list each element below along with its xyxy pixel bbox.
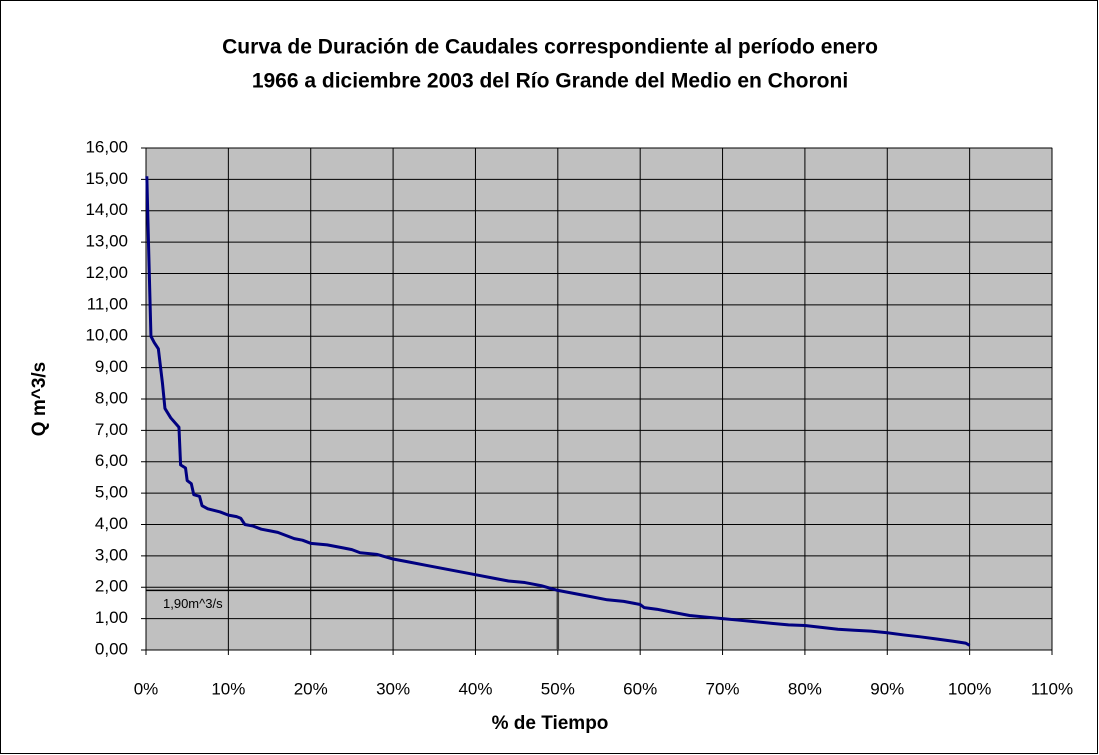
x-tick-label: 80% [788,679,822,698]
y-tick-label: 3,00 [95,545,128,564]
y-tick-label: 8,00 [95,388,128,407]
y-tick-label: 14,00 [85,200,128,219]
y-tick-label: 16,00 [85,137,128,156]
chart-title: Curva de Duración de Caudales correspond… [222,36,878,59]
x-tick-label: 70% [706,679,740,698]
y-tick-label: 13,00 [85,232,128,251]
y-tick-label: 2,00 [95,577,128,596]
x-tick-label: 20% [294,679,328,698]
y-tick-label: 11,00 [87,294,128,313]
x-tick-label: 100% [948,679,991,698]
y-tick-label: 5,00 [95,483,128,502]
annotation-label: 1,90m^3/s [163,596,223,611]
y-tick-label: 1,00 [95,608,128,627]
x-axis-title: % de Tiempo [492,713,609,734]
y-tick-label: 15,00 [85,169,128,188]
chart-title: 1966 a diciembre 2003 del Río Grande del… [252,70,848,93]
x-tick-label: 40% [458,679,492,698]
x-tick-label: 30% [376,679,410,698]
x-tick-label: 90% [870,679,904,698]
y-axis-title: Q m^3/s [29,362,50,436]
x-tick-label: 60% [623,679,657,698]
x-tick-label: 0% [134,679,159,698]
y-tick-label: 0,00 [95,639,128,658]
y-tick-label: 9,00 [95,357,128,376]
y-tick-label: 4,00 [95,514,128,533]
x-tick-label: 110% [1031,679,1073,698]
y-tick-label: 10,00 [85,326,128,345]
y-tick-label: 12,00 [85,263,128,282]
x-tick-label: 50% [541,679,575,698]
y-tick-label: 6,00 [95,451,128,470]
y-tick-label: 7,00 [95,420,128,439]
line [145,176,971,647]
x-tick-label: 10% [211,679,245,698]
